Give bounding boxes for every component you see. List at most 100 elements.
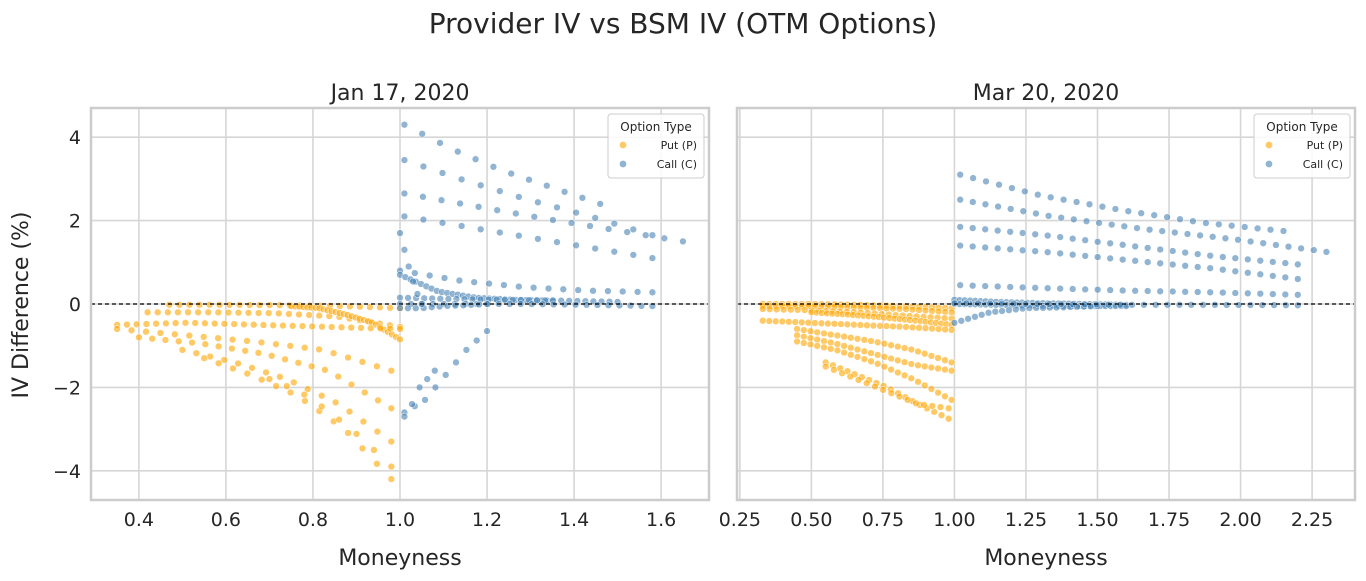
data-point xyxy=(860,355,868,363)
data-point xyxy=(250,321,258,329)
data-point xyxy=(889,304,897,313)
data-point xyxy=(610,219,618,228)
data-point xyxy=(132,320,141,328)
data-point xyxy=(785,318,793,326)
data-point xyxy=(188,338,196,347)
data-point xyxy=(1206,252,1214,260)
data-point xyxy=(361,388,369,397)
data-point xyxy=(969,242,977,251)
data-point xyxy=(127,326,136,334)
data-point xyxy=(1019,229,1027,237)
data-point xyxy=(947,326,956,334)
data-point xyxy=(534,198,542,206)
data-point xyxy=(185,301,194,309)
data-point xyxy=(1008,184,1016,192)
data-point xyxy=(559,285,567,293)
x-tick-label: 0.25 xyxy=(719,509,761,531)
data-point xyxy=(914,361,922,369)
data-point xyxy=(902,305,910,313)
data-point xyxy=(1196,231,1204,240)
data-point xyxy=(1163,301,1172,309)
data-point xyxy=(1007,205,1015,213)
data-point xyxy=(956,171,964,179)
data-point xyxy=(1145,226,1154,234)
data-point xyxy=(928,307,936,315)
data-point xyxy=(856,321,865,329)
data-point xyxy=(863,321,871,329)
plot-panels: 0.4 0.6 0.8 1.0 1.2 1.4 1.6 −4 −2 0 2 4 Jan 17, 2020… xyxy=(53,81,1357,571)
data-point xyxy=(485,279,493,288)
data-point xyxy=(1031,284,1039,292)
data-point xyxy=(604,225,613,233)
data-point xyxy=(928,324,936,333)
data-point xyxy=(793,331,801,339)
data-point xyxy=(867,337,875,345)
data-point xyxy=(984,309,993,317)
data-point xyxy=(560,188,569,196)
x-tick-label: 0.50 xyxy=(790,509,832,531)
data-point xyxy=(178,346,187,354)
data-point xyxy=(1256,257,1264,265)
data-point xyxy=(1256,290,1264,298)
data-point xyxy=(1140,301,1148,309)
data-point xyxy=(1094,286,1102,294)
data-point xyxy=(1144,258,1152,266)
data-point xyxy=(982,177,990,186)
data-point xyxy=(258,376,266,384)
data-point xyxy=(1244,269,1252,277)
data-point xyxy=(969,174,977,182)
data-point xyxy=(477,181,485,189)
data-point xyxy=(596,200,604,208)
data-point xyxy=(837,320,845,328)
data-point xyxy=(1044,248,1052,256)
data-point xyxy=(971,313,979,321)
data-point xyxy=(945,415,953,423)
data-point xyxy=(1072,198,1081,206)
data-point xyxy=(1094,253,1102,261)
y-tick-label: 4 xyxy=(69,127,81,149)
data-point xyxy=(648,231,657,239)
data-point xyxy=(185,331,193,340)
data-point xyxy=(358,444,367,453)
data-point xyxy=(530,213,538,221)
panel-1: 0.4 0.6 0.8 1.0 1.2 1.4 1.6 −4 −2 0 2 4 Jan 17, 2020… xyxy=(53,81,711,571)
data-point xyxy=(912,399,920,407)
data-point xyxy=(1044,212,1053,220)
data-point xyxy=(1281,290,1289,299)
data-point xyxy=(174,308,182,316)
data-point xyxy=(452,358,460,367)
data-point xyxy=(156,329,165,337)
data-point xyxy=(1231,267,1239,275)
data-point xyxy=(1156,259,1164,267)
data-point xyxy=(1144,244,1152,252)
data-point xyxy=(201,319,209,327)
data-point xyxy=(1259,239,1267,247)
data-point xyxy=(1144,287,1152,295)
x-tick-label: 1.75 xyxy=(1148,509,1190,531)
plot-frame xyxy=(735,106,1357,502)
data-point xyxy=(376,324,385,333)
data-point xyxy=(813,335,821,344)
data-point xyxy=(426,271,434,280)
data-point xyxy=(1269,290,1277,298)
data-point xyxy=(934,325,943,333)
data-point xyxy=(400,412,409,421)
data-point xyxy=(419,215,428,224)
data-point xyxy=(1209,233,1217,241)
data-point xyxy=(549,216,557,224)
data-point xyxy=(165,301,173,309)
data-point xyxy=(1081,252,1089,260)
data-point xyxy=(525,176,533,184)
legend-title: Option Type xyxy=(620,120,691,134)
data-point xyxy=(853,345,862,354)
data-point xyxy=(438,169,447,177)
data-point xyxy=(1269,272,1277,280)
data-point xyxy=(934,307,943,316)
data-point xyxy=(1069,251,1077,259)
data-point xyxy=(318,392,326,400)
data-point xyxy=(352,430,361,438)
data-point xyxy=(496,228,504,237)
data-point xyxy=(927,385,936,393)
data-point xyxy=(255,301,264,309)
data-point xyxy=(998,307,1006,315)
